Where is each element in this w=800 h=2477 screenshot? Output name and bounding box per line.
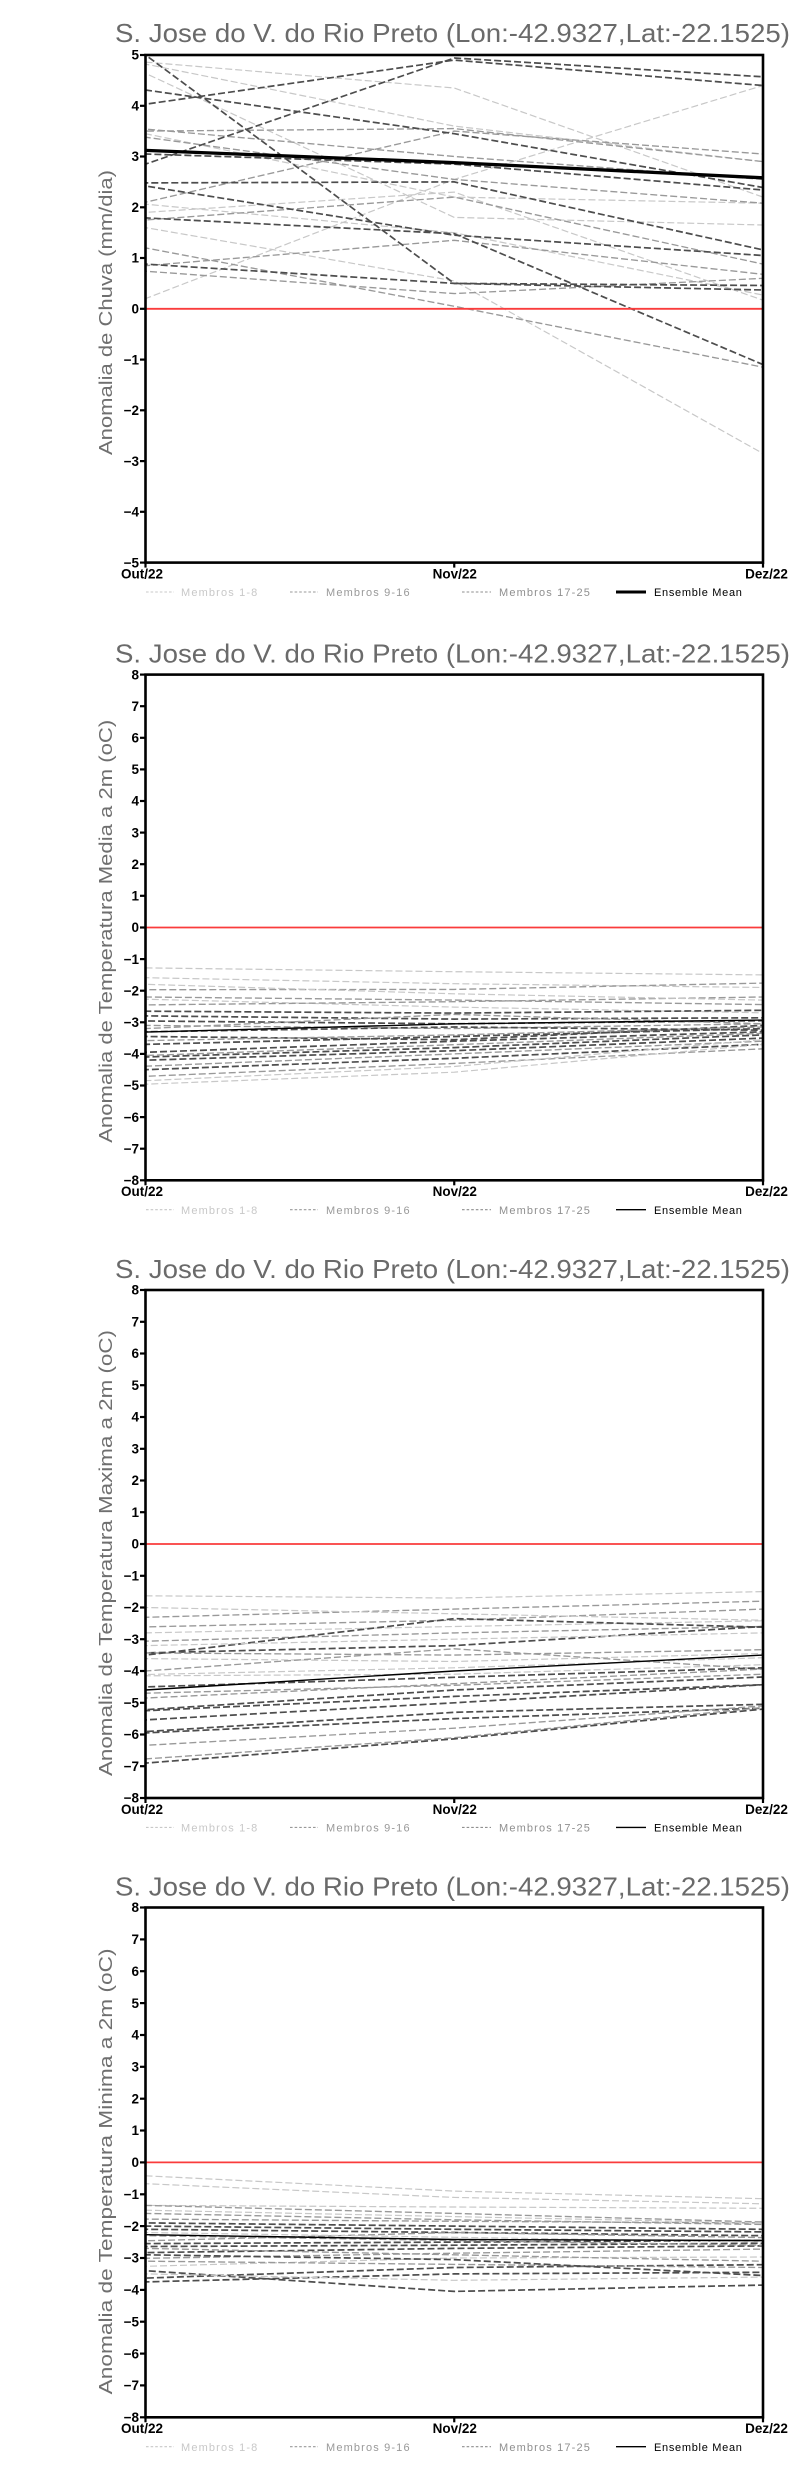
svg-text:−2: −2 — [124, 403, 139, 418]
svg-text:Dez/22: Dez/22 — [745, 2421, 788, 2436]
svg-text:−3: −3 — [124, 2251, 140, 2266]
svg-text:−7: −7 — [124, 1141, 139, 1156]
svg-text:Dez/22: Dez/22 — [745, 1184, 788, 1199]
svg-text:S. Jose do V. do Rio Preto (Lo: S. Jose do V. do Rio Preto (Lon:-42.9327… — [115, 18, 790, 48]
svg-text:1: 1 — [131, 889, 139, 904]
svg-text:8: 8 — [131, 667, 139, 682]
svg-text:1: 1 — [131, 251, 139, 266]
svg-text:Membros 17-25: Membros 17-25 — [499, 587, 591, 599]
svg-text:−2: −2 — [124, 983, 139, 998]
svg-text:−5: −5 — [124, 555, 140, 570]
svg-text:1: 1 — [131, 1505, 139, 1520]
svg-text:−6: −6 — [124, 2346, 140, 2361]
svg-text:−4: −4 — [124, 1664, 140, 1679]
svg-text:5: 5 — [131, 1996, 139, 2011]
svg-text:4: 4 — [131, 1410, 139, 1425]
svg-text:4: 4 — [131, 99, 139, 114]
svg-text:Out/22: Out/22 — [121, 566, 163, 581]
svg-text:Membros 1-8: Membros 1-8 — [181, 587, 258, 599]
svg-text:7: 7 — [131, 1932, 139, 1947]
svg-text:−5: −5 — [124, 1078, 140, 1093]
svg-text:−2: −2 — [124, 2219, 139, 2234]
svg-text:Ensemble Mean: Ensemble Mean — [654, 1823, 743, 1835]
svg-text:−5: −5 — [124, 1696, 140, 1711]
svg-text:Anomalia de Temperatura Media: Anomalia de Temperatura Media a 2m (oC) — [96, 720, 116, 1143]
svg-text:−1: −1 — [124, 1569, 140, 1584]
svg-text:−1: −1 — [124, 352, 140, 367]
svg-text:Anomalia de Temperatura Minima: Anomalia de Temperatura Minima a 2m (oC) — [96, 1948, 116, 2394]
svg-text:−8: −8 — [124, 1173, 140, 1188]
svg-text:−7: −7 — [124, 2378, 139, 2393]
svg-text:7: 7 — [131, 699, 139, 714]
svg-text:−5: −5 — [124, 2314, 140, 2329]
svg-text:Out/22: Out/22 — [121, 1184, 163, 1199]
svg-text:−3: −3 — [124, 1015, 140, 1030]
svg-text:−6: −6 — [124, 1110, 140, 1125]
svg-text:3: 3 — [131, 149, 139, 164]
svg-text:S. Jose do V. do Rio Preto (Lo: S. Jose do V. do Rio Preto (Lon:-42.9327… — [115, 1872, 790, 1902]
svg-text:8: 8 — [131, 1283, 139, 1298]
svg-text:Membros 1-8: Membros 1-8 — [181, 1823, 258, 1835]
svg-text:Ensemble Mean: Ensemble Mean — [654, 1205, 743, 1217]
svg-text:−7: −7 — [124, 1759, 139, 1774]
svg-text:Membros 1-8: Membros 1-8 — [181, 2442, 258, 2454]
svg-text:−8: −8 — [124, 2410, 140, 2425]
svg-text:5: 5 — [131, 1378, 139, 1393]
svg-text:−1: −1 — [124, 952, 140, 967]
svg-text:−8: −8 — [124, 1791, 140, 1806]
svg-text:Anomalia de Temperatura Maxima: Anomalia de Temperatura Maxima a 2m (oC) — [96, 1330, 116, 1776]
svg-text:Membros 9-16: Membros 9-16 — [326, 2442, 411, 2454]
svg-text:2: 2 — [131, 857, 139, 872]
svg-text:0: 0 — [131, 920, 139, 935]
svg-text:Out/22: Out/22 — [121, 2421, 163, 2436]
svg-text:−4: −4 — [124, 2283, 140, 2298]
svg-text:8: 8 — [131, 1900, 139, 1915]
svg-text:2: 2 — [131, 200, 139, 215]
svg-text:−2: −2 — [124, 1600, 139, 1615]
svg-text:Nov/22: Nov/22 — [433, 1802, 477, 1817]
svg-text:S. Jose do V. do Rio Preto (Lo: S. Jose do V. do Rio Preto (Lon:-42.9327… — [115, 1254, 790, 1284]
svg-text:Ensemble Mean: Ensemble Mean — [654, 587, 743, 599]
svg-text:5: 5 — [131, 48, 139, 63]
svg-text:Membros 17-25: Membros 17-25 — [499, 2442, 591, 2454]
svg-text:3: 3 — [131, 825, 139, 840]
svg-text:Nov/22: Nov/22 — [433, 566, 477, 581]
svg-text:Dez/22: Dez/22 — [745, 1802, 788, 1817]
svg-text:4: 4 — [131, 794, 139, 809]
svg-text:0: 0 — [131, 2155, 139, 2170]
svg-text:Membros 17-25: Membros 17-25 — [499, 1823, 591, 1835]
svg-text:4: 4 — [131, 2028, 139, 2043]
svg-text:−4: −4 — [124, 505, 140, 520]
svg-text:−4: −4 — [124, 1047, 140, 1062]
svg-text:3: 3 — [131, 1442, 139, 1457]
svg-text:1: 1 — [131, 2123, 139, 2138]
svg-text:Membros 9-16: Membros 9-16 — [326, 1823, 411, 1835]
svg-text:5: 5 — [131, 762, 139, 777]
svg-text:7: 7 — [131, 1315, 139, 1330]
svg-text:3: 3 — [131, 2060, 139, 2075]
svg-text:Membros 17-25: Membros 17-25 — [499, 1205, 591, 1217]
svg-text:6: 6 — [131, 1346, 139, 1361]
svg-text:Nov/22: Nov/22 — [433, 2421, 477, 2436]
svg-text:6: 6 — [131, 731, 139, 746]
svg-text:0: 0 — [131, 1537, 139, 1552]
svg-text:Anomalia de Chuva (mm/dia): Anomalia de Chuva (mm/dia) — [96, 170, 116, 455]
svg-text:−6: −6 — [124, 1727, 140, 1742]
svg-text:2: 2 — [131, 1473, 139, 1488]
svg-text:0: 0 — [131, 302, 139, 317]
svg-text:Membros 9-16: Membros 9-16 — [326, 1205, 411, 1217]
svg-text:Dez/22: Dez/22 — [745, 566, 788, 581]
svg-text:Membros 9-16: Membros 9-16 — [326, 587, 411, 599]
svg-text:S. Jose do V. do Rio Preto (Lo: S. Jose do V. do Rio Preto (Lon:-42.9327… — [115, 639, 790, 669]
svg-text:6: 6 — [131, 1964, 139, 1979]
svg-text:−1: −1 — [124, 2187, 140, 2202]
svg-text:Nov/22: Nov/22 — [433, 1184, 477, 1199]
svg-text:−3: −3 — [124, 1632, 140, 1647]
svg-text:Ensemble Mean: Ensemble Mean — [654, 2442, 743, 2454]
svg-text:2: 2 — [131, 2091, 139, 2106]
svg-text:−3: −3 — [124, 454, 140, 469]
svg-text:Membros 1-8: Membros 1-8 — [181, 1205, 258, 1217]
svg-text:Out/22: Out/22 — [121, 1802, 163, 1817]
